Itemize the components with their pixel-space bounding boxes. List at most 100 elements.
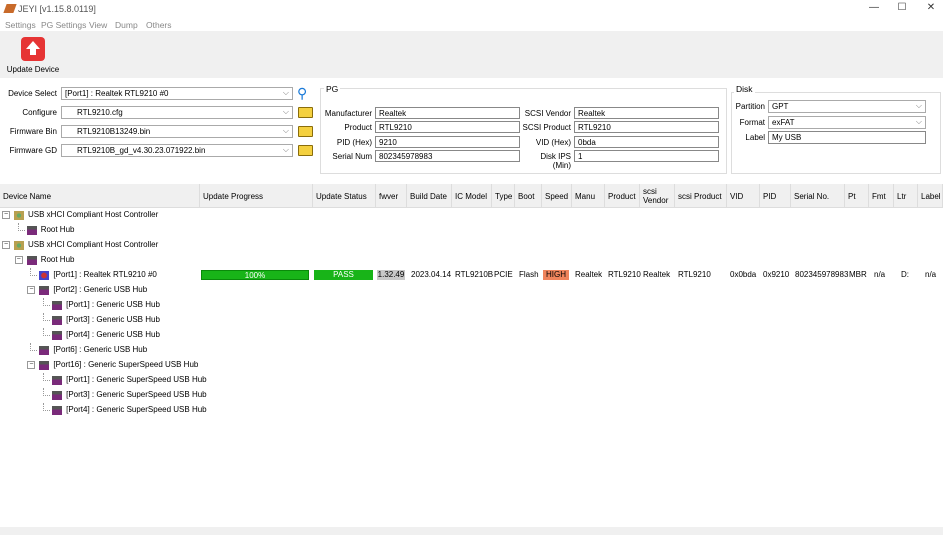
- pg-field-input[interactable]: RTL9210: [574, 121, 719, 133]
- device-name[interactable]: [Port3] : Generic USB Hub: [66, 315, 160, 324]
- device-name[interactable]: [Port4] : Generic SuperSpeed USB Hub: [66, 405, 207, 414]
- tree-row[interactable]: [Port1] : Realtek RTL9210 #0 100% PASS 1.32…: [0, 268, 943, 283]
- column-header[interactable]: Manu: [572, 184, 605, 208]
- device-name[interactable]: [Port3] : Generic SuperSpeed USB Hub: [66, 390, 207, 399]
- speed-badge: HIGH: [543, 270, 569, 280]
- pg-field-label: Manufacturer: [324, 109, 372, 118]
- firmware-gd-value: RTL9210B_gd_v4.30.23.071922.bin: [77, 146, 206, 155]
- usb-hub-icon: [52, 316, 63, 325]
- tree-row[interactable]: − USB xHCI Compliant Host Controller: [0, 208, 943, 223]
- collapse-toggle[interactable]: −: [2, 211, 10, 219]
- folder-open-icon[interactable]: [298, 126, 313, 137]
- minimize-button[interactable]: —: [869, 2, 879, 13]
- chevron-down-icon: ⌵: [282, 145, 289, 154]
- device-name[interactable]: USB xHCI Compliant Host Controller: [28, 240, 159, 249]
- tree-row[interactable]: − [Port16] : Generic SuperSpeed USB Hub: [0, 358, 943, 373]
- device-name[interactable]: USB xHCI Compliant Host Controller: [28, 210, 159, 219]
- column-header[interactable]: Update Progress: [200, 184, 313, 208]
- chevron-down-icon: ⌵: [282, 107, 289, 116]
- tree-row[interactable]: − Root Hub: [0, 253, 943, 268]
- device-select-value: [Port1] : Realtek RTL9210 #0: [65, 89, 169, 98]
- close-button[interactable]: ✕: [926, 2, 936, 13]
- device-name[interactable]: Root Hub: [40, 255, 75, 264]
- menu-settings[interactable]: Settings: [5, 20, 36, 30]
- device-name[interactable]: [Port1] : Generic USB Hub: [66, 300, 160, 309]
- device-name[interactable]: [Port16] : Generic SuperSpeed USB Hub: [53, 360, 199, 369]
- column-header[interactable]: fwver: [376, 184, 407, 208]
- menu-view[interactable]: View: [89, 20, 108, 30]
- tree-row[interactable]: [Port6] : Generic USB Hub: [0, 343, 943, 358]
- column-header[interactable]: IC Model: [452, 184, 492, 208]
- column-header[interactable]: scsi Product: [675, 184, 727, 208]
- pg-field-input[interactable]: 1: [574, 150, 719, 162]
- configure-dropdown[interactable]: RTL9210.cfg ⌵: [61, 106, 293, 119]
- device-name[interactable]: [Port6] : Generic USB Hub: [53, 345, 148, 354]
- device-name[interactable]: [Port2] : Generic USB Hub: [53, 285, 148, 294]
- disk-label-input[interactable]: My USB: [768, 131, 926, 144]
- format-value: exFAT: [772, 118, 795, 127]
- tree-row[interactable]: [Port4] : Generic USB Hub: [0, 328, 943, 343]
- usb-hub-icon: [39, 361, 50, 370]
- column-header[interactable]: Product: [605, 184, 640, 208]
- column-header[interactable]: Fmt: [869, 184, 894, 208]
- column-header[interactable]: Label: [918, 184, 943, 208]
- pg-field-input[interactable]: Realtek: [375, 107, 520, 119]
- tree-line: [43, 373, 51, 381]
- menu-dump[interactable]: Dump: [115, 20, 138, 30]
- tree-line: [43, 328, 51, 336]
- collapse-toggle[interactable]: −: [14, 256, 23, 264]
- collapse-toggle[interactable]: −: [27, 286, 36, 294]
- firmware-bin-label: Firmware Bin: [9, 127, 57, 136]
- column-header[interactable]: PID: [760, 184, 791, 208]
- pg-field-input[interactable]: RTL9210: [375, 121, 520, 133]
- usb-hub-icon: [52, 406, 63, 415]
- device-name[interactable]: [Port1] : Realtek RTL9210 #0: [53, 270, 157, 279]
- firmware-gd-dropdown[interactable]: RTL9210B_gd_v4.30.23.071922.bin ⌵: [61, 144, 293, 157]
- device-select-dropdown[interactable]: [Port1] : Realtek RTL9210 #0 ⌵: [61, 87, 293, 100]
- format-dropdown[interactable]: exFAT ⌵: [768, 116, 926, 129]
- device-name[interactable]: Root Hub: [40, 225, 75, 234]
- tree-row[interactable]: [Port3] : Generic SuperSpeed USB Hub: [0, 388, 943, 403]
- column-header[interactable]: Pt: [845, 184, 869, 208]
- folder-open-icon[interactable]: [298, 145, 313, 156]
- column-header[interactable]: Device Name: [0, 184, 200, 208]
- tree-row[interactable]: Root Hub: [0, 223, 943, 238]
- boot-cell: Flash: [519, 270, 539, 279]
- horizontal-scrollbar[interactable]: [0, 527, 943, 535]
- pg-field-input[interactable]: 802345978983: [375, 150, 520, 162]
- menu-others[interactable]: Others: [146, 20, 172, 30]
- disk-label-label: Label: [745, 133, 765, 142]
- firmware-bin-dropdown[interactable]: RTL9210B13249.bin ⌵: [61, 125, 293, 138]
- pg-field-input[interactable]: Realtek: [574, 107, 719, 119]
- column-header[interactable]: Boot: [515, 184, 542, 208]
- column-header[interactable]: Type: [492, 184, 515, 208]
- folder-open-icon[interactable]: [298, 107, 313, 118]
- search-icon[interactable]: ⚲: [297, 85, 308, 101]
- maximize-button[interactable]: ☐: [897, 2, 907, 13]
- ic-model-cell: RTL9210B: [455, 270, 494, 279]
- pg-group-title: PG: [324, 84, 341, 94]
- collapse-toggle[interactable]: −: [27, 361, 36, 369]
- column-header[interactable]: scsi Vendor: [640, 184, 675, 208]
- tree-row[interactable]: [Port4] : Generic SuperSpeed USB Hub: [0, 403, 943, 418]
- column-header[interactable]: Speed: [542, 184, 572, 208]
- partition-dropdown[interactable]: GPT ⌵: [768, 100, 926, 113]
- column-header[interactable]: VID: [727, 184, 760, 208]
- device-name[interactable]: [Port4] : Generic USB Hub: [66, 330, 160, 339]
- tree-row[interactable]: [Port1] : Generic USB Hub: [0, 298, 943, 313]
- collapse-toggle[interactable]: −: [2, 241, 10, 249]
- menu-pg-settings[interactable]: PG Settings: [41, 20, 87, 30]
- column-header[interactable]: Ltr: [894, 184, 918, 208]
- column-header[interactable]: Build Date: [407, 184, 452, 208]
- column-header[interactable]: Update Status: [313, 184, 376, 208]
- device-name[interactable]: [Port1] : Generic SuperSpeed USB Hub: [66, 375, 207, 384]
- tree-row[interactable]: [Port3] : Generic USB Hub: [0, 313, 943, 328]
- usb-hub-icon: [52, 331, 63, 340]
- tree-row[interactable]: − [Port2] : Generic USB Hub: [0, 283, 943, 298]
- tree-row[interactable]: [Port1] : Generic SuperSpeed USB Hub: [0, 373, 943, 388]
- column-header[interactable]: Serial No.: [791, 184, 845, 208]
- pg-field-input[interactable]: 9210: [375, 136, 520, 148]
- update-device-button[interactable]: Update Device: [4, 34, 62, 76]
- tree-row[interactable]: − USB xHCI Compliant Host Controller: [0, 238, 943, 253]
- pg-field-input[interactable]: 0bda: [574, 136, 719, 148]
